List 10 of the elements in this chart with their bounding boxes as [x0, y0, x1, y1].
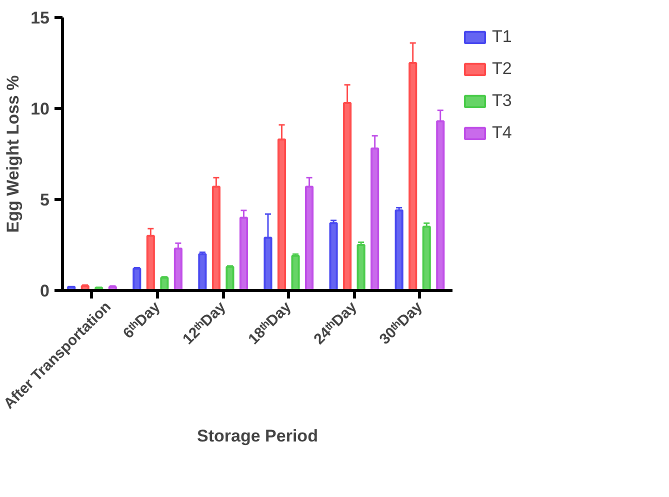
x-axis-title: Storage Period — [197, 426, 318, 446]
y-tick-label: 10 — [30, 100, 50, 118]
y-tick-label: 0 — [40, 282, 50, 300]
legend-label: T2 — [492, 59, 512, 79]
legend-label: T1 — [492, 27, 512, 47]
y-tick-label: 5 — [40, 190, 50, 210]
legend-label: T3 — [492, 91, 512, 111]
y-tick-label: 15 — [30, 8, 50, 28]
y-axis-title: Egg Weight Loss % — [4, 75, 23, 233]
legend-label: T4 — [492, 123, 512, 143]
